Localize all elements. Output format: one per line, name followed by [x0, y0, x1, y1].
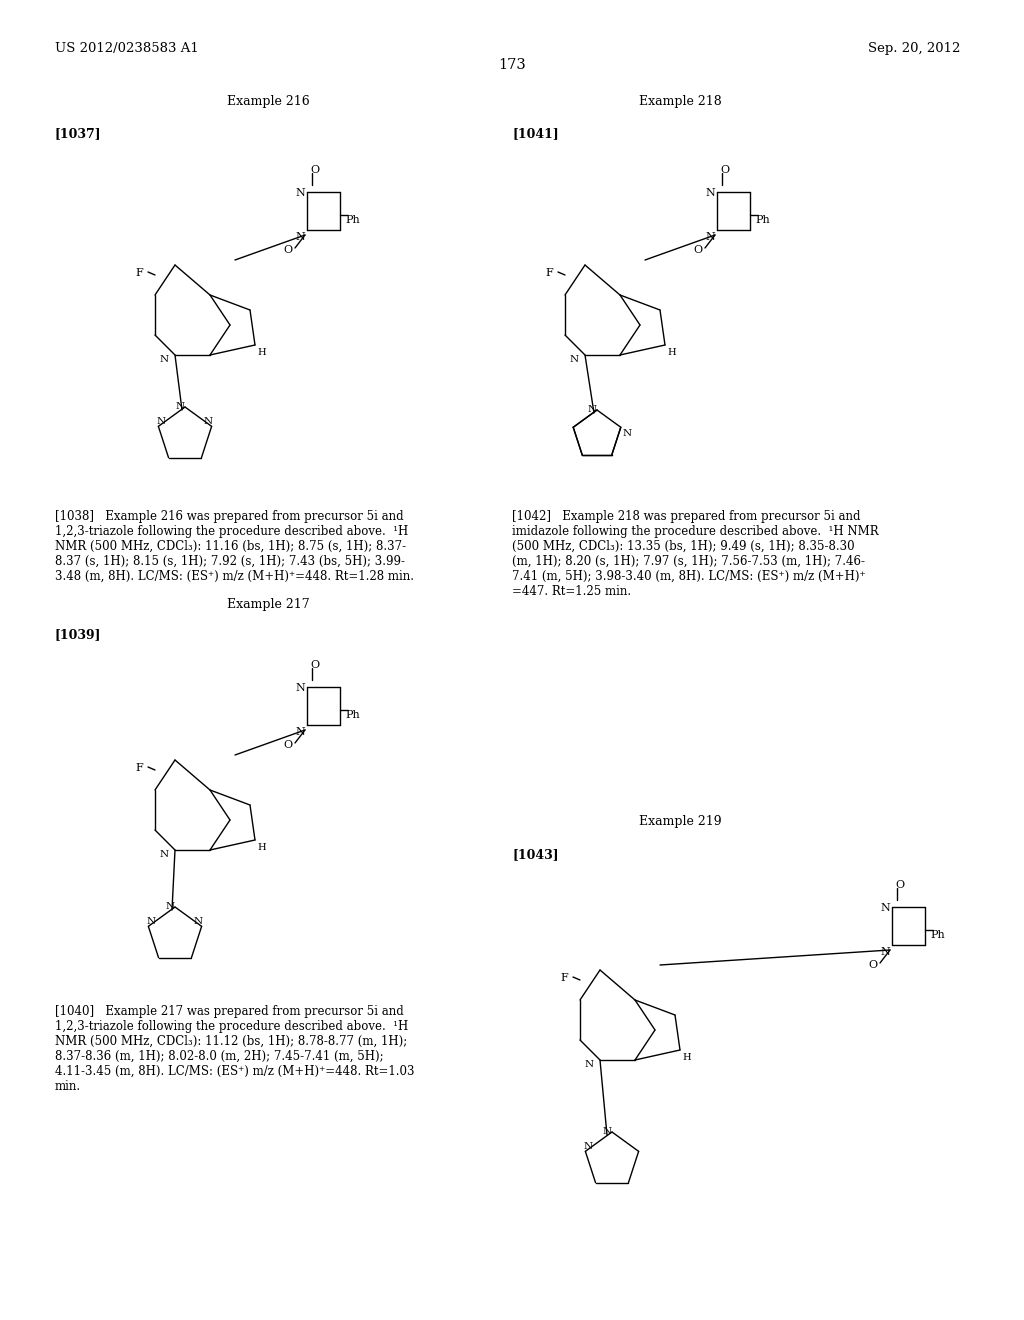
Text: O: O: [310, 660, 319, 671]
Text: [1039]: [1039]: [55, 628, 101, 642]
Text: Example 219: Example 219: [639, 814, 721, 828]
Text: N: N: [295, 187, 305, 198]
Text: N: N: [588, 405, 597, 414]
Text: N: N: [295, 682, 305, 693]
Text: O: O: [720, 165, 729, 176]
Text: O: O: [283, 741, 292, 750]
Text: Ph: Ph: [930, 931, 945, 940]
Text: F: F: [560, 973, 567, 983]
Text: US 2012/0238583 A1: US 2012/0238583 A1: [55, 42, 199, 55]
Text: N: N: [146, 917, 156, 927]
Text: O: O: [868, 960, 878, 970]
Text: N: N: [880, 946, 890, 957]
Text: N: N: [295, 727, 305, 737]
Text: N: N: [175, 403, 184, 411]
Text: N: N: [295, 232, 305, 242]
Text: Ph: Ph: [345, 215, 359, 224]
Text: N: N: [705, 232, 715, 242]
Text: N: N: [160, 355, 169, 364]
Text: N: N: [570, 355, 580, 364]
Text: Sep. 20, 2012: Sep. 20, 2012: [867, 42, 961, 55]
Text: [1037]: [1037]: [55, 127, 101, 140]
Text: F: F: [135, 268, 142, 279]
Text: N: N: [157, 417, 166, 426]
Text: N: N: [880, 903, 890, 913]
Text: Example 217: Example 217: [226, 598, 309, 611]
Text: H: H: [257, 843, 265, 851]
Text: H: H: [682, 1053, 690, 1063]
Text: Ph: Ph: [345, 710, 359, 719]
Text: [1042]   Example 218 was prepared from precursor 5i and
imidazole following the : [1042] Example 218 was prepared from pre…: [512, 510, 879, 598]
Text: [1043]: [1043]: [512, 847, 559, 861]
Text: Ph: Ph: [755, 215, 770, 224]
Text: N: N: [705, 187, 715, 198]
Text: N: N: [166, 902, 174, 911]
Text: N: N: [584, 1142, 593, 1151]
Text: O: O: [693, 246, 702, 255]
Text: H: H: [667, 348, 676, 356]
Text: [1038]   Example 216 was prepared from precursor 5i and
1,2,3-triazole following: [1038] Example 216 was prepared from pre…: [55, 510, 414, 583]
Text: Example 216: Example 216: [226, 95, 309, 108]
Text: N: N: [585, 1060, 594, 1069]
Text: N: N: [623, 429, 632, 438]
Text: N: N: [160, 850, 169, 859]
Text: N: N: [602, 1127, 611, 1137]
Text: H: H: [257, 348, 265, 356]
Text: O: O: [283, 246, 292, 255]
Text: 173: 173: [498, 58, 526, 73]
Text: [1040]   Example 217 was prepared from precursor 5i and
1,2,3-triazole following: [1040] Example 217 was prepared from pre…: [55, 1005, 415, 1093]
Text: O: O: [310, 165, 319, 176]
Text: N: N: [194, 917, 203, 927]
Text: O: O: [895, 880, 904, 890]
Text: N: N: [204, 417, 213, 426]
Text: Example 218: Example 218: [639, 95, 721, 108]
Text: [1041]: [1041]: [512, 127, 559, 140]
Text: F: F: [135, 763, 142, 774]
Text: F: F: [545, 268, 553, 279]
